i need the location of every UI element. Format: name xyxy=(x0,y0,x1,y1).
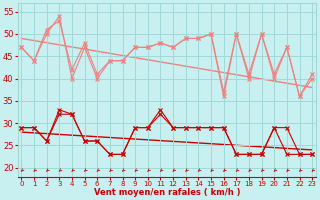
X-axis label: Vent moyen/en rafales ( km/h ): Vent moyen/en rafales ( km/h ) xyxy=(93,188,240,197)
